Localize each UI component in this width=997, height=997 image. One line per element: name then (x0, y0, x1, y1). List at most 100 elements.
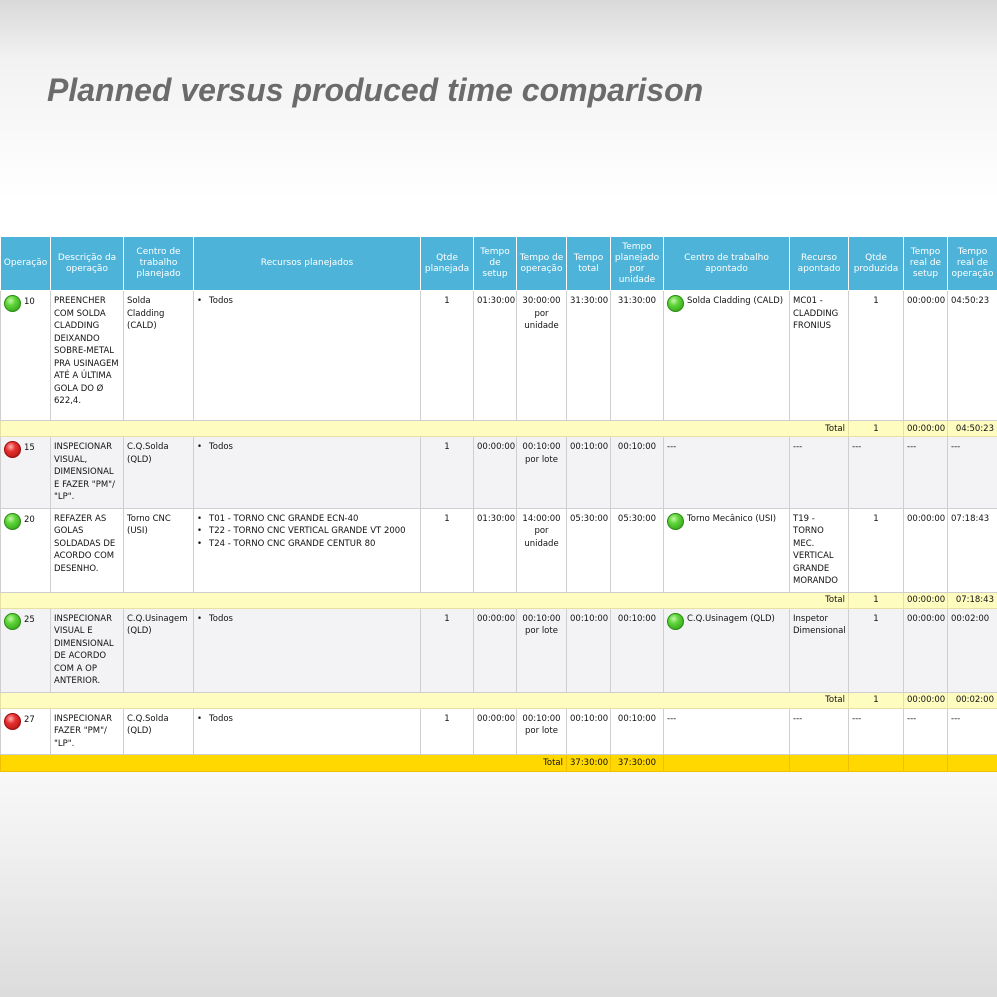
reported-work-center: --- (663, 707, 790, 755)
col-header[interactable]: Tempo real de operação (947, 236, 997, 291)
operation-description: INSPECIONAR VISUAL, DIMENSIONAL E FAZER … (50, 436, 124, 509)
col-header[interactable]: Tempo real de setup (903, 236, 948, 291)
table-row[interactable]: 25 INSPECIONAR VISUAL E DIMENSIONAL DE AC… (0, 607, 997, 693)
operation-cell: 15 (0, 436, 51, 509)
status-alert-icon (4, 441, 21, 458)
operation-cell: 27 (0, 707, 51, 755)
resource-list: Todos (197, 613, 417, 626)
operation-cell: 10 (0, 290, 51, 421)
table-row[interactable]: 10 PREENCHER COM SOLDA CLADDING DEIXANDO … (0, 290, 997, 421)
planned-work-center: C.Q.Solda (QLD) (123, 436, 194, 509)
setup-time: 01:30:00 (473, 290, 517, 421)
table-row[interactable]: 27 INSPECIONAR FAZER "PM"/ "LP". C.Q.Solda… (0, 707, 997, 755)
operation-number: 27 (24, 714, 35, 725)
subtotal-operation: 00:02:00 (947, 691, 997, 709)
subtotal-qty: 1 (848, 691, 904, 709)
real-operation-time: --- (947, 707, 997, 755)
table-row[interactable]: 20 REFAZER AS GOLAS SOLDADAS DE ACORDO CO… (0, 507, 997, 593)
planned-qty: 1 (420, 436, 474, 509)
planned-time-per-unit: 00:10:00 (610, 436, 664, 509)
reported-resource: MC01 - CLADDING FRONIUS (789, 290, 849, 421)
total-time: 00:10:00 (566, 707, 611, 755)
planned-resources: Todos (193, 607, 421, 693)
subtotal-row: Total 1 00:00:00 07:18:43 (0, 591, 997, 609)
reported-work-center-label: Torno Mecânico (USI) (687, 513, 777, 524)
resource-item: Todos (197, 613, 417, 626)
resource-item: Todos (197, 295, 417, 308)
col-header[interactable]: Qtde planejada (420, 236, 474, 291)
reported-work-center: Solda Cladding (CALD) (663, 290, 790, 421)
operation-description: REFAZER AS GOLAS SOLDADAS DE ACORDO COM … (50, 507, 124, 593)
resource-item: T22 - TORNO CNC VERTICAL GRANDE VT 2000 (197, 525, 417, 538)
col-header[interactable]: Centro de trabalho planejado (123, 236, 194, 291)
resource-list: Todos (197, 295, 417, 308)
operation-cell: 20 (0, 507, 51, 593)
setup-time: 01:30:00 (473, 507, 517, 593)
operation-number: 25 (24, 614, 35, 625)
total-time: 31:30:00 (566, 290, 611, 421)
subtotal-row: Total 1 00:00:00 00:02:00 (0, 691, 997, 709)
planned-resources: Todos (193, 436, 421, 509)
planned-qty: 1 (420, 607, 474, 693)
page-title: Planned versus produced time comparison (47, 72, 704, 108)
real-setup-time: --- (903, 436, 948, 509)
planned-time-per-unit: 05:30:00 (610, 507, 664, 593)
planned-resources: Todos (193, 707, 421, 755)
real-setup-time: 00:00:00 (903, 607, 948, 693)
resource-list: T01 - TORNO CNC GRANDE ECN-40T22 - TORNO… (197, 513, 417, 551)
reported-work-center: --- (663, 436, 790, 509)
operation-time: 14:00:00 por unidade (516, 507, 567, 593)
resource-item: Todos (197, 441, 417, 454)
planned-work-center: Torno CNC (USI) (123, 507, 194, 593)
operation-description: INSPECIONAR FAZER "PM"/ "LP". (50, 707, 124, 755)
planned-work-center: C.Q.Usinagem (QLD) (123, 607, 194, 693)
total-time: 00:10:00 (566, 607, 611, 693)
col-header[interactable]: Tempo de setup (473, 236, 517, 291)
subtotal-operation: 04:50:23 (947, 420, 997, 437)
real-setup-time: --- (903, 707, 948, 755)
col-header[interactable]: Tempo de operação (516, 236, 567, 291)
produced-qty: 1 (848, 607, 904, 693)
real-operation-time: --- (947, 436, 997, 509)
planned-work-center: C.Q.Solda (QLD) (123, 707, 194, 755)
produced-qty: 1 (848, 507, 904, 593)
total-time: 00:10:00 (566, 436, 611, 509)
subtotal-qty: 1 (848, 420, 904, 437)
operation-time: 00:10:00 por lote (516, 707, 567, 755)
col-header[interactable]: Centro de trabalho apontado (663, 236, 790, 291)
produced-qty: --- (848, 436, 904, 509)
subtotal-setup: 00:00:00 (903, 591, 948, 609)
table-row[interactable]: 15 INSPECIONAR VISUAL, DIMENSIONAL E FAZE… (0, 436, 997, 509)
operation-number: 10 (24, 297, 35, 307)
operation-cell: 25 (0, 607, 51, 693)
planned-resources: T01 - TORNO CNC GRANDE ECN-40T22 - TORNO… (193, 507, 421, 593)
col-header[interactable]: Descrição da operação (50, 236, 124, 291)
operation-time: 00:10:00 por lote (516, 436, 567, 509)
col-header[interactable]: Recurso apontado (789, 236, 849, 291)
status-ok-icon (667, 295, 684, 312)
col-header[interactable]: Qtde produzida (848, 236, 904, 291)
reported-resource: Inspetor Dimensional (789, 607, 849, 693)
operation-time: 00:10:00 por lote (516, 607, 567, 693)
subtotal-operation: 07:18:43 (947, 591, 997, 609)
operation-number: 15 (24, 443, 35, 453)
col-header[interactable]: Operação (0, 236, 51, 291)
grand-total-time: 37:30:00 (566, 754, 611, 772)
reported-work-center-label: --- (667, 713, 677, 724)
setup-time: 00:00:00 (473, 436, 517, 509)
col-header[interactable]: Recursos planejados (193, 236, 421, 291)
table-header-row: Operação Descrição da operação Centro de… (0, 236, 997, 291)
subtotal-label: Total (0, 420, 849, 437)
produced-qty: --- (848, 707, 904, 755)
grand-total-empty (947, 754, 997, 772)
grand-total-empty (848, 754, 904, 772)
planned-time-per-unit: 31:30:00 (610, 290, 664, 421)
planned-resources: Todos (193, 290, 421, 421)
total-time: 05:30:00 (566, 507, 611, 593)
reported-work-center-label: C.Q.Usinagem (QLD) (687, 613, 775, 624)
resource-list: Todos (197, 441, 417, 454)
col-header[interactable]: Tempo planejado por unidade (610, 236, 664, 291)
col-header[interactable]: Tempo total (566, 236, 611, 291)
grand-total-empty (663, 754, 790, 772)
resource-item: Todos (197, 713, 417, 726)
